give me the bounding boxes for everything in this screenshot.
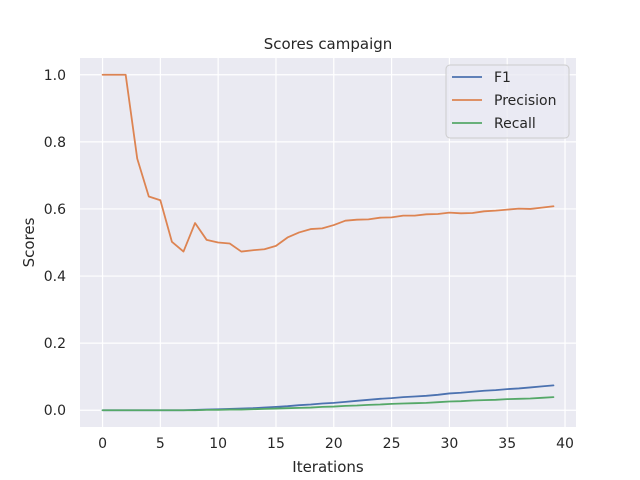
y-tick-label: 0.6 — [44, 202, 66, 218]
legend-label-recall: Recall — [494, 116, 536, 132]
y-tick-label: 1.0 — [44, 68, 66, 84]
series-line-precision — [101, 73, 555, 253]
series-layer — [101, 73, 555, 412]
x-tick-label: 25 — [383, 436, 401, 452]
x-axis-label: Iterations — [292, 458, 364, 476]
x-tick-label: 10 — [209, 436, 227, 452]
series-line-recall — [101, 396, 555, 412]
legend-box — [445, 64, 570, 139]
x-tick-label: 20 — [325, 436, 343, 452]
x-tick-label: 15 — [267, 436, 285, 452]
x-axis-ticks: 0 5 10 15 20 25 30 35 40 — [98, 436, 574, 452]
y-tick-label: 0.2 — [44, 336, 66, 352]
y-tick-label: 0.4 — [44, 269, 66, 285]
chart-title: Scores campaign — [264, 35, 393, 53]
y-axis-label: Scores — [20, 217, 38, 267]
legend-label-f1: F1 — [494, 70, 511, 86]
x-tick-label: 0 — [98, 436, 107, 452]
legend-label-precision: Precision — [494, 93, 556, 109]
x-tick-label: 5 — [156, 436, 165, 452]
x-tick-label: 30 — [440, 436, 458, 452]
x-tick-label: 40 — [556, 436, 574, 452]
y-tick-label: 0.0 — [44, 403, 66, 419]
y-axis-ticks: 0.0 0.2 0.4 0.6 0.8 1.0 — [44, 68, 66, 419]
y-tick-label: 0.8 — [44, 135, 66, 151]
legend: F1 Precision Recall — [445, 64, 570, 139]
x-tick-label: 35 — [498, 436, 516, 452]
